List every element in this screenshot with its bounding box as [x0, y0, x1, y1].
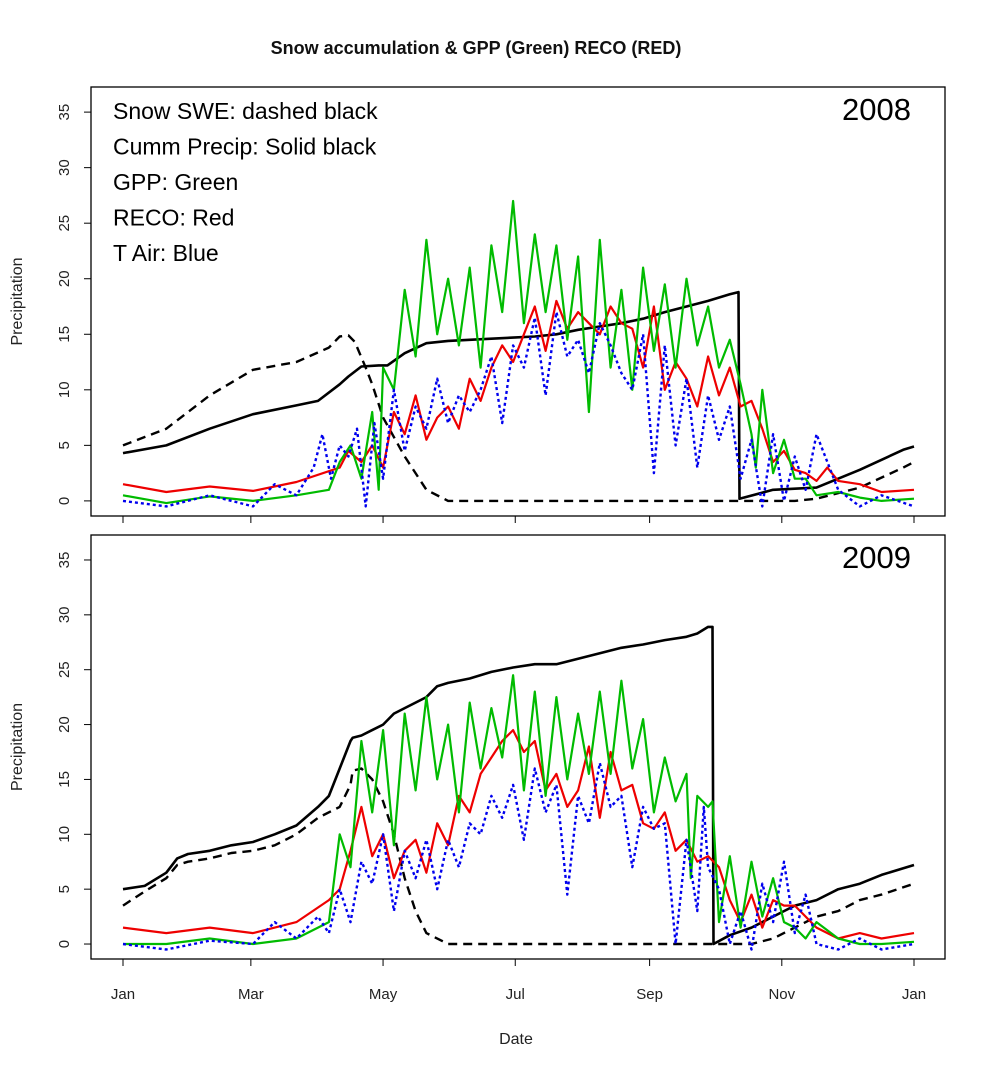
x-tick-label: Jan — [902, 986, 926, 1003]
y-axis-title: Precipitation — [9, 257, 26, 345]
x-tick-label: Jul — [506, 986, 525, 1003]
x-axis-title: Date — [499, 1031, 533, 1048]
chart-title: Snow accumulation & GPP (Green) RECO (RE… — [271, 38, 682, 58]
series-tair-2008 — [122, 310, 915, 508]
series-precip-2009 — [122, 625, 915, 946]
y-tick-label: 15 — [56, 771, 73, 788]
y-tick-label: 30 — [56, 606, 73, 623]
series-reco-2009 — [122, 728, 915, 940]
series-reco-2008 — [122, 299, 915, 494]
year-label: 2009 — [842, 540, 911, 575]
y-tick-label: 20 — [56, 716, 73, 733]
y-tick-label: 25 — [56, 215, 73, 232]
y-tick-label: 15 — [56, 326, 73, 343]
plot-frame — [90, 86, 946, 517]
plot-area — [122, 625, 915, 951]
x-tick-label: Jan — [111, 986, 135, 1003]
y-tick-label: 25 — [56, 661, 73, 678]
legend-entry: RECO: Red — [113, 205, 234, 231]
legend-entry: GPP: Green — [113, 169, 238, 195]
x-tick-label: May — [369, 986, 398, 1003]
panels: 0 5 10 15 20 25 30 35 Precipitation 2008 Snow SWE:… — [9, 86, 946, 1003]
y-tick-label: 20 — [56, 270, 73, 287]
series-gpp-2009 — [123, 674, 915, 946]
y-axis-title: Precipitation — [9, 703, 26, 791]
y-tick-label: 5 — [56, 441, 73, 449]
legend-entry: Snow SWE: dashed black — [113, 98, 378, 124]
plot-frame — [90, 534, 946, 960]
x-tick-label: Sep — [636, 986, 663, 1003]
y-tick-label: 35 — [56, 104, 73, 121]
y-tick-label: 10 — [56, 826, 73, 843]
y-tick-label: 35 — [56, 552, 73, 569]
plot-area — [122, 199, 915, 508]
series-snow-2009 — [122, 767, 915, 946]
series-gpp-2008 — [122, 199, 915, 505]
y-tick-label: 0 — [56, 940, 73, 948]
y-tick-label: 0 — [56, 497, 73, 505]
panel-2008: 0 5 10 15 20 25 30 35 Precipitation 2008 Snow SWE:… — [9, 86, 946, 523]
x-tick-label: Nov — [768, 986, 795, 1003]
series-snow-2008 — [122, 334, 915, 503]
x-tick-label: Mar — [238, 986, 264, 1003]
legend-entry: T Air: Blue — [113, 240, 219, 266]
year-label: 2008 — [842, 92, 911, 127]
y-tick-label: 5 — [56, 885, 73, 893]
y-tick-label: 30 — [56, 159, 73, 176]
y-tick-label: 10 — [56, 381, 73, 398]
series-tair-2009 — [122, 761, 915, 951]
panel-2009: 0 5 10 15 20 25 30 35 Precipitation Jan Mar May Jul S… — [9, 534, 946, 1003]
legend-entry: Cumm Precip: Solid black — [113, 134, 377, 160]
